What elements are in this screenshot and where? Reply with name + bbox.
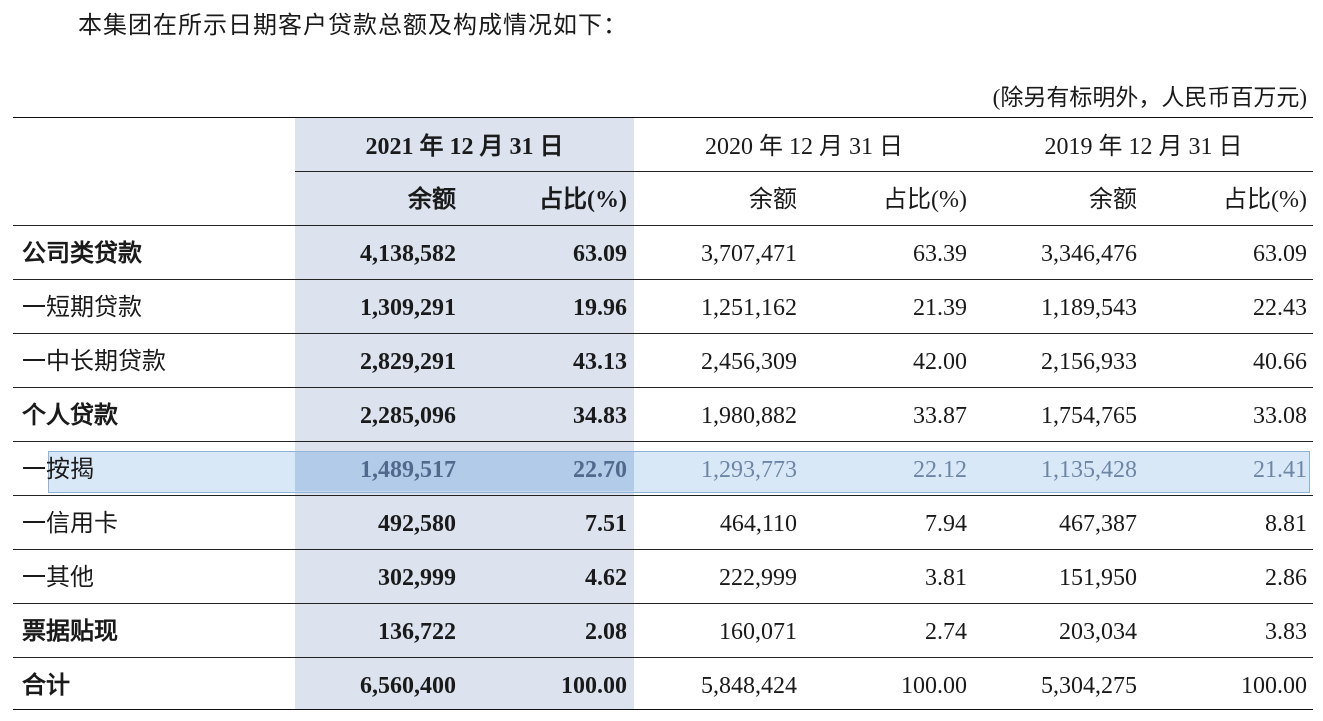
value-2020-ratio: 7.94	[925, 511, 967, 537]
row-label: 一中长期贷款	[22, 349, 166, 375]
header-amount-2020: 余额	[749, 187, 797, 213]
row-label: 一短期贷款	[22, 295, 142, 321]
value-2021-ratio: 4.62	[585, 565, 627, 591]
value-2020-amount: 2,456,309	[701, 349, 797, 375]
header-year-2020: 2020 年 12 月 31 日	[705, 134, 903, 160]
value-2020-amount: 3,707,471	[701, 241, 797, 267]
loan-composition-table: 2021 年 12 月 31 日 2020 年 12 月 31 日 2019 年…	[13, 117, 1313, 710]
value-2020-amount: 160,071	[719, 619, 797, 645]
header-amount-2019: 余额	[1089, 187, 1137, 213]
value-2019-amount: 5,304,275	[1041, 673, 1137, 699]
value-2020-ratio: 100.00	[901, 673, 967, 699]
value-2019-amount: 467,387	[1059, 511, 1137, 537]
value-2019-ratio: 63.09	[1253, 241, 1307, 267]
value-2021-amount: 4,138,582	[360, 241, 456, 267]
value-2019-ratio: 100.00	[1241, 673, 1307, 699]
header-ratio-2021: 占比(%)	[539, 187, 627, 213]
value-2019-amount: 2,156,933	[1041, 349, 1137, 375]
value-2019-ratio: 40.66	[1253, 349, 1307, 375]
value-2021-ratio: 19.96	[573, 295, 627, 321]
value-2020-ratio: 3.81	[925, 565, 967, 591]
value-2020-ratio: 22.12	[913, 457, 967, 483]
value-2020-amount: 464,110	[719, 511, 797, 537]
value-2020-amount: 222,999	[719, 565, 797, 591]
value-2019-ratio: 22.43	[1253, 295, 1307, 321]
value-2019-amount: 151,950	[1059, 565, 1137, 591]
value-2021-amount: 2,829,291	[360, 349, 456, 375]
value-2021-ratio: 22.70	[573, 457, 627, 483]
value-2020-amount: 1,293,773	[701, 457, 797, 483]
value-2021-ratio: 100.00	[561, 673, 627, 699]
value-2021-ratio: 7.51	[585, 511, 627, 537]
value-2021-amount: 2,285,096	[360, 403, 456, 429]
table-row-personal-loans: 个人贷款 2,285,096 34.83 1,980,882 33.87 1,7…	[13, 389, 1313, 443]
value-2019-ratio: 2.86	[1265, 565, 1307, 591]
row-label: 合计	[22, 673, 70, 699]
value-2019-ratio: 33.08	[1253, 403, 1307, 429]
table-row-other: 一其他 302,999 4.62 222,999 3.81 151,950 2.…	[13, 551, 1313, 605]
row-label: 票据贴现	[22, 619, 118, 645]
value-2021-amount: 136,722	[378, 619, 456, 645]
table-row-medium-long-term-loans: 一中长期贷款 2,829,291 43.13 2,456,309 42.00 2…	[13, 335, 1313, 389]
value-2019-ratio: 8.81	[1265, 511, 1307, 537]
value-2020-ratio: 42.00	[913, 349, 967, 375]
value-2019-amount: 1,754,765	[1041, 403, 1137, 429]
table-row-credit-card: 一信用卡 492,580 7.51 464,110 7.94 467,387 8…	[13, 497, 1313, 551]
value-2021-ratio: 43.13	[573, 349, 627, 375]
selected-row-highlight-2021	[295, 451, 634, 491]
value-2019-amount: 1,135,428	[1041, 457, 1137, 483]
highlight-column-2021	[295, 117, 634, 709]
table-row-mortgage: 一按揭 1,489,517 22.70 1,293,773 22.12 1,13…	[13, 443, 1313, 497]
value-2020-ratio: 2.74	[925, 619, 967, 645]
table-row-discounted-bills: 票据贴现 136,722 2.08 160,071 2.74 203,034 3…	[13, 605, 1313, 659]
value-2021-ratio: 2.08	[585, 619, 627, 645]
value-2021-ratio: 63.09	[573, 241, 627, 267]
value-2021-amount: 1,489,517	[360, 457, 456, 483]
row-label: 一按揭	[22, 457, 94, 483]
value-2020-amount: 1,251,162	[701, 295, 797, 321]
header-ratio-2020: 占比(%)	[883, 187, 967, 213]
subheader-row: 余额 占比(%) 余额 占比(%) 余额 占比(%)	[13, 173, 1313, 227]
value-2020-amount: 5,848,424	[701, 673, 797, 699]
value-2020-ratio: 63.39	[913, 241, 967, 267]
header-ratio-2019: 占比(%)	[1223, 187, 1307, 213]
table-row-total: 合计 6,560,400 100.00 5,848,424 100.00 5,3…	[13, 659, 1313, 713]
value-2021-amount: 1,309,291	[360, 295, 456, 321]
value-2020-ratio: 33.87	[913, 403, 967, 429]
value-2021-amount: 6,560,400	[360, 673, 456, 699]
selected-row-highlight	[48, 451, 1310, 493]
value-2019-ratio: 3.83	[1265, 619, 1307, 645]
table-row-short-term-loans: 一短期贷款 1,309,291 19.96 1,251,162 21.39 1,…	[13, 281, 1313, 335]
header-amount-2021: 余额	[408, 187, 456, 213]
header-year-2019: 2019 年 12 月 31 日	[1044, 134, 1243, 160]
table-row-corporate-loans: 公司类贷款 4,138,582 63.09 3,707,471 63.39 3,…	[13, 227, 1313, 281]
row-label: 公司类贷款	[22, 241, 142, 267]
value-2021-amount: 302,999	[378, 565, 456, 591]
value-2020-ratio: 21.39	[913, 295, 967, 321]
value-2021-amount: 492,580	[378, 511, 456, 537]
value-2019-amount: 1,189,543	[1041, 295, 1137, 321]
intro-text: 本集团在所示日期客户贷款总额及构成情况如下：	[78, 13, 628, 39]
row-label: 一信用卡	[22, 511, 118, 537]
unit-note: (除另有标明外，人民币百万元)	[992, 85, 1307, 110]
header-year-2021: 2021 年 12 月 31 日	[365, 134, 564, 160]
value-2020-amount: 1,980,882	[701, 403, 797, 429]
value-2019-amount: 3,346,476	[1041, 241, 1137, 267]
row-label: 个人贷款	[22, 403, 118, 429]
value-2019-amount: 203,034	[1059, 619, 1137, 645]
value-2021-ratio: 34.83	[573, 403, 627, 429]
row-label: 一其他	[22, 565, 94, 591]
value-2019-ratio: 21.41	[1253, 457, 1307, 483]
